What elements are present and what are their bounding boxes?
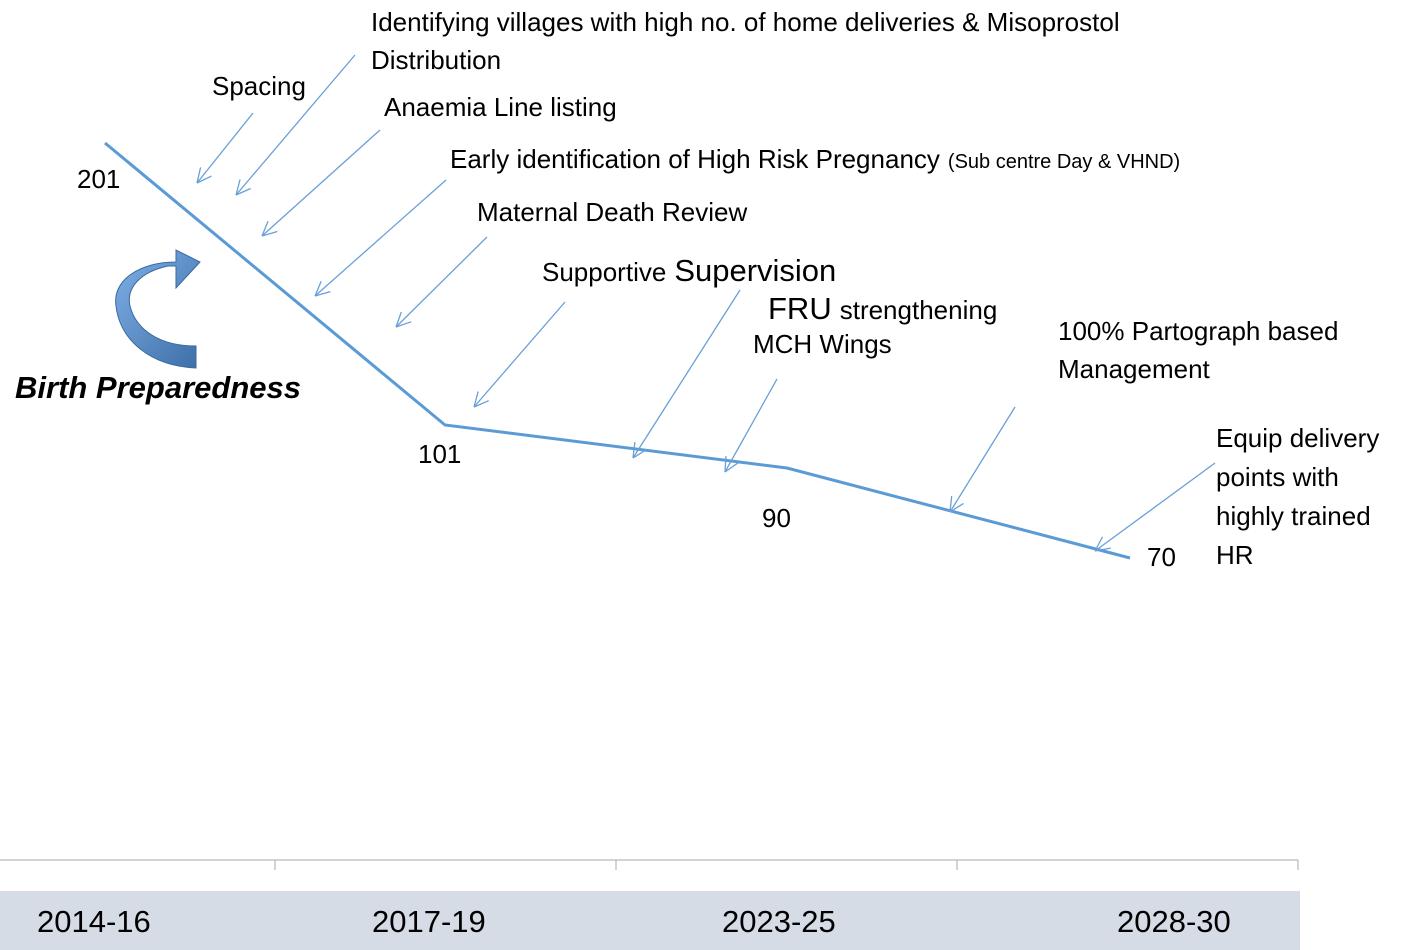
arrow [1094,462,1216,552]
arrow-part [196,167,202,184]
annotation: Maternal Death Review [477,197,747,227]
annotation: FRU strengthening [768,291,997,326]
arrow-part [314,291,331,297]
arrow [724,378,778,473]
annotation: Identifying villages with high no. of ho… [371,7,1120,37]
annotation-small: Supportive [542,257,666,287]
arrow-part [395,321,412,328]
arrow-part [473,400,489,408]
arrow-part [235,179,241,196]
arrow-part [395,311,402,328]
annotation: Early identification of High Risk Pregna… [450,144,1180,174]
point-label: 201 [77,164,120,194]
arrow-part [949,496,953,513]
annotation: Spacing [212,71,306,101]
annotation-main: Early identification of High Risk Pregna… [450,144,940,174]
annotation-note: (Sub centre Day & VHND) [948,151,1180,173]
period-label: 2023-25 [722,904,836,939]
annotation: highly trained [1216,501,1371,531]
arrow-part [196,175,212,184]
arrow-part [235,54,356,196]
arrow [235,54,356,196]
point-label: 70 [1147,542,1176,572]
annotation: Management [1058,354,1211,384]
annotation: Supportive Supervision [542,253,836,288]
annotation: 100% Partograph based [1058,316,1338,346]
arrow-part [724,378,778,473]
arrow-part [1094,536,1104,552]
annotation: Anaemia Line listing [384,92,617,122]
arrow-part [632,442,636,459]
annotation: points with [1216,462,1339,492]
arrow [395,236,488,328]
arrow-part [949,502,964,513]
period-label: 2014-16 [37,904,151,939]
arrow-part [261,230,278,237]
arrow-part [1094,462,1216,552]
annotation-big: Supervision [674,253,836,288]
arrow-part [196,112,254,184]
point-label: 101 [418,439,461,469]
annotation: HR [1216,540,1254,570]
arrow [314,179,447,297]
arrow-part [261,220,269,237]
arrow-part [1094,547,1111,552]
arrow-part [473,301,566,408]
annotation: MCH Wings [753,329,892,359]
arrow-part [724,462,739,473]
period-label: 2017-19 [372,904,486,939]
arrow-part [261,129,381,237]
arrow-part [632,289,741,459]
arrow-part [235,187,251,196]
arrow [196,112,254,184]
arrow [261,129,381,237]
side-label: Birth Preparedness [15,370,301,405]
period-band [0,891,1300,950]
arrow-part [949,406,1016,513]
trend-line [104,141,1131,560]
arrow-part [395,236,488,328]
annotation-big: FRU [768,291,832,326]
annotation: Equip delivery [1216,423,1379,453]
cycle-icon [115,249,201,369]
arrow-part [473,391,479,408]
arrow-part [724,455,727,473]
arrow [949,406,1016,513]
point-label: 90 [762,503,791,533]
arrow-part [314,280,322,297]
annotation-small: strengthening [840,295,998,325]
period-label: 2028-30 [1117,904,1231,939]
arrow [473,301,566,408]
arrow [632,289,741,459]
arrow-part [314,179,447,297]
arrow-part [632,449,647,459]
annotation: Distribution [371,45,501,75]
